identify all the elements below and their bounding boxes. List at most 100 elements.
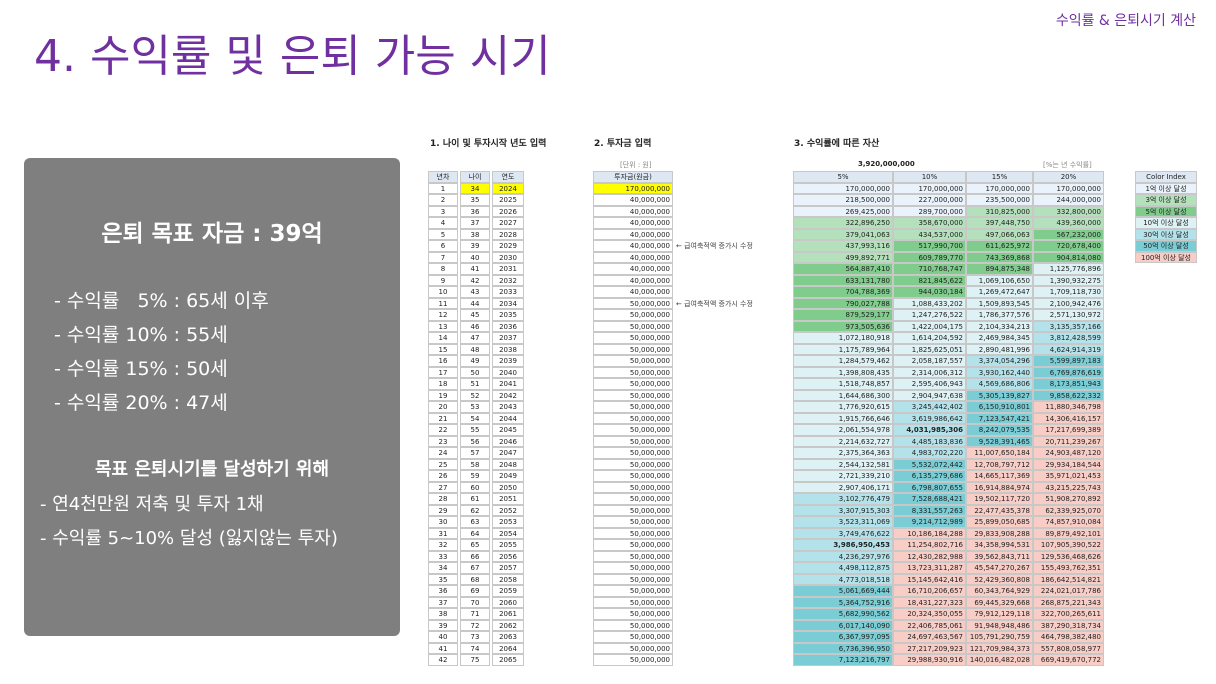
table-cell: 50,000,000 <box>593 332 673 344</box>
table-cell: 2063 <box>492 631 524 643</box>
table-cell: 1,614,204,592 <box>893 332 966 344</box>
table-cell: 9 <box>428 274 458 286</box>
table-cell: 50,000,000 <box>593 447 673 459</box>
table-cell: 50,000,000 <box>593 527 673 539</box>
table-cell: 3,986,950,453 <box>793 539 893 551</box>
table-cell: 3,812,428,599 <box>1033 332 1104 344</box>
table-cell: 2,890,481,996 <box>966 343 1033 355</box>
table-cell: 49 <box>460 355 490 367</box>
table-cell: 2029 <box>492 240 524 252</box>
color-index-item: 50억 이상 달성 <box>1135 240 1197 252</box>
color-index-item: 10억 이상 달성 <box>1135 217 1197 229</box>
table-cell: 633,131,780 <box>793 274 893 286</box>
table-cell: 1 <box>428 182 458 194</box>
color-index-item: 3억 이상 달성 <box>1135 194 1197 206</box>
section-label: 3. 수익률에 따른 자산 <box>794 139 880 149</box>
table-cell: 50,000,000 <box>593 355 673 367</box>
table-cell: 11,880,346,798 <box>1033 401 1104 413</box>
table-cell: 12,708,797,712 <box>966 458 1033 470</box>
table-cell: 170,000,000 <box>593 182 673 194</box>
table-cell: 2,721,339,210 <box>793 470 893 482</box>
table-cell: 40,000,000 <box>593 205 673 217</box>
table-cell: 2037 <box>492 332 524 344</box>
table-cell: 14 <box>428 332 458 344</box>
table-cell: 289,700,000 <box>893 205 966 217</box>
table-cell: 70 <box>460 596 490 608</box>
table-cell: 170,000,000 <box>793 182 893 194</box>
table-cell: 2026 <box>492 205 524 217</box>
table-cell: 2051 <box>492 493 524 505</box>
table-cell: 50 <box>460 366 490 378</box>
table-cell: 62,339,925,070 <box>1033 504 1104 516</box>
table-cell: 26 <box>428 470 458 482</box>
table-cell: 2041 <box>492 378 524 390</box>
table-cell: 1,915,766,646 <box>793 412 893 424</box>
table-cell: 2,214,632,727 <box>793 435 893 447</box>
action-item: - 연4천만원 저축 및 투자 1채 <box>40 494 264 515</box>
section-label: 2. 투자금 입력 <box>594 139 652 149</box>
table-cell: 379,041,063 <box>793 228 893 240</box>
table-cell: 37 <box>460 217 490 229</box>
table-cell: 45,547,270,267 <box>966 562 1033 574</box>
table-cell: 46 <box>460 320 490 332</box>
table-cell: 322,896,250 <box>793 217 893 229</box>
table-cell: 40,000,000 <box>593 217 673 229</box>
table-cell: 40,000,000 <box>593 228 673 240</box>
rate-note: [%는 년 수익률] <box>1043 161 1092 169</box>
table-cell: 41 <box>428 642 458 654</box>
table-cell: 105,791,290,759 <box>966 631 1033 643</box>
table-cell: 69,445,329,668 <box>966 596 1033 608</box>
table-cell: 50,000,000 <box>593 343 673 355</box>
table-cell: 9,528,391,465 <box>966 435 1033 447</box>
table-cell: 310,825,000 <box>966 205 1033 217</box>
table-cell: 40,000,000 <box>593 274 673 286</box>
table-cell: 1,175,789,964 <box>793 343 893 355</box>
table-cell: 1,284,579,462 <box>793 355 893 367</box>
table-cell: 11,254,802,716 <box>893 539 966 551</box>
table-cell: 54 <box>460 412 490 424</box>
table-cell: 140,016,482,028 <box>966 654 1033 666</box>
column-header: 10% <box>893 171 966 183</box>
table-cell: 2,907,406,171 <box>793 481 893 493</box>
table-cell: 464,798,382,480 <box>1033 631 1104 643</box>
table-cell: 22 <box>428 424 458 436</box>
table-cell: 2062 <box>492 619 524 631</box>
table-cell: 7,528,688,421 <box>893 493 966 505</box>
table-cell: 1,125,776,896 <box>1033 263 1104 275</box>
table-cell: 62 <box>460 504 490 516</box>
table-cell: 50,000,000 <box>593 412 673 424</box>
table-cell: 52 <box>460 389 490 401</box>
table-cell: 50,000,000 <box>593 654 673 666</box>
color-index-item: 30억 이상 달성 <box>1135 228 1197 240</box>
table-cell: 39,562,843,711 <box>966 550 1033 562</box>
table-cell: 669,419,670,772 <box>1033 654 1104 666</box>
table-cell: 2030 <box>492 251 524 263</box>
table-cell: 50,000,000 <box>593 596 673 608</box>
table-cell: 15 <box>428 343 458 355</box>
table-cell: 235,500,000 <box>966 194 1033 206</box>
table-cell: 244,000,000 <box>1033 194 1104 206</box>
table-cell: 4,031,985,306 <box>893 424 966 436</box>
table-cell: 2,058,187,557 <box>893 355 966 367</box>
table-cell: 3,523,311,069 <box>793 516 893 528</box>
table-cell: 1,644,686,300 <box>793 389 893 401</box>
table-cell: 50,000,000 <box>593 493 673 505</box>
table-cell: 24,697,463,567 <box>893 631 966 643</box>
table-cell: 2064 <box>492 642 524 654</box>
table-cell: 89,879,492,101 <box>1033 527 1104 539</box>
column-header: 나이 <box>460 171 490 183</box>
table-cell: 32 <box>428 539 458 551</box>
table-cell: 1,709,118,730 <box>1033 286 1104 298</box>
table-cell: 41 <box>460 263 490 275</box>
table-cell: 19 <box>428 389 458 401</box>
table-cell: 1,088,433,202 <box>893 297 966 309</box>
table-cell: 790,027,788 <box>793 297 893 309</box>
table-cell: 2052 <box>492 504 524 516</box>
table-cell: 2,314,006,312 <box>893 366 966 378</box>
table-cell: 720,678,400 <box>1033 240 1104 252</box>
table-cell: 37 <box>428 596 458 608</box>
table-cell: 43,215,225,743 <box>1033 481 1104 493</box>
color-index-item: 5억 이상 달성 <box>1135 205 1197 217</box>
table-cell: 2,571,130,972 <box>1033 309 1104 321</box>
table-cell: 2049 <box>492 470 524 482</box>
